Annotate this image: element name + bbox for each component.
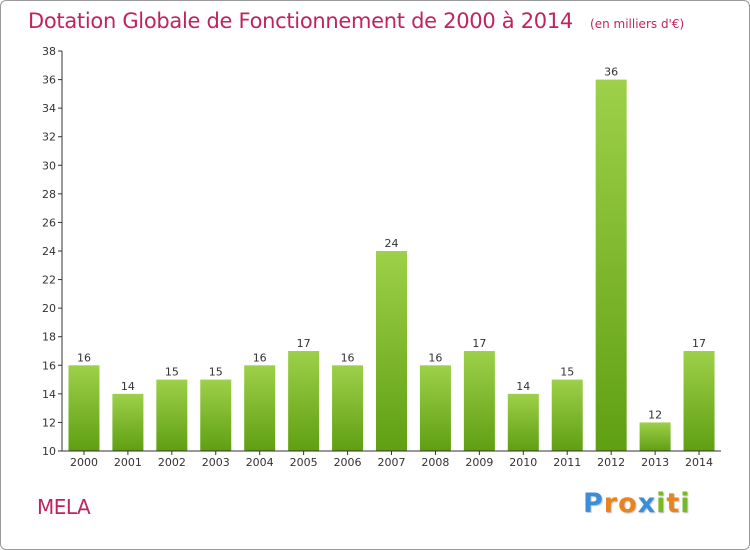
y-tick-label: 12 [42,416,56,429]
y-tick-label: 24 [42,245,56,258]
bar-2010 [507,393,539,451]
y-tick-label: 16 [42,359,56,372]
bar-2000 [68,365,100,451]
x-tick-label: 2008 [421,456,449,469]
bar-value-label: 16 [428,351,442,364]
x-tick-label: 2009 [465,456,493,469]
x-tick-label: 2014 [685,456,713,469]
x-tick-label: 2002 [158,456,186,469]
bar-2007 [376,251,407,451]
chart-header: Dotation Globale de Fonctionnement de 20… [28,9,684,33]
x-tick-label: 2010 [509,456,537,469]
logo-letter: t [666,488,681,519]
bar-value-label: 14 [121,380,135,393]
y-tick-label: 10 [42,445,56,458]
y-tick-label: 18 [42,331,56,344]
y-tick-label: 20 [42,302,56,315]
bar-2009 [463,351,495,451]
x-tick-label: 2007 [378,456,406,469]
bar-value-label: 17 [692,337,706,350]
y-tick-label: 36 [42,74,56,87]
bar-value-label: 15 [560,366,574,379]
y-tick-label: 38 [42,45,56,58]
bar-value-label: 16 [253,351,267,364]
bar-2003 [200,379,232,451]
y-tick-label: 32 [42,131,56,144]
x-tick-label: 2004 [246,456,274,469]
x-tick-label: 2005 [290,456,318,469]
chart-title: Dotation Globale de Fonctionnement de 20… [28,9,573,33]
y-tick-label: 34 [42,102,56,115]
bar-value-label: 16 [77,351,91,364]
y-tick-label: 28 [42,188,56,201]
commune-name: MELA [37,495,91,519]
bar-2001 [112,393,144,451]
bar-value-label: 14 [516,380,530,393]
bar-value-label: 16 [341,351,355,364]
logo-letter: r [603,488,619,519]
bar-2004 [244,365,276,451]
chart-unit-label: (en milliers d'€) [590,17,685,31]
x-tick-label: 2003 [202,456,230,469]
logo-letter: x [637,488,657,519]
bar-2014 [683,351,715,451]
bar-2013 [639,422,671,451]
bar-2008 [419,365,451,451]
proxiti-logo: Proxiti [583,488,691,519]
bar-value-label: 15 [209,366,223,379]
x-tick-label: 2012 [597,456,625,469]
y-tick-label: 14 [42,388,56,401]
bar-2006 [332,365,364,451]
y-tick-label: 30 [42,159,56,172]
bar-2005 [288,351,320,451]
x-tick-label: 2000 [70,456,98,469]
bar-value-label: 36 [604,66,618,79]
bar-value-label: 17 [472,337,486,350]
x-tick-label: 2013 [641,456,669,469]
logo-letter: i [656,488,667,519]
x-tick-label: 2006 [334,456,362,469]
bar-value-label: 15 [165,366,179,379]
x-tick-label: 2011 [553,456,581,469]
logo-letter: i [680,488,691,519]
logo-letter: o [618,488,638,519]
x-tick-label: 2001 [114,456,142,469]
logo-letter: P [583,488,604,519]
bar-value-label: 17 [297,337,311,350]
bar-2011 [551,379,583,451]
bar-value-label: 12 [648,408,662,421]
bar-2012 [595,79,627,452]
bar-value-label: 24 [385,237,399,250]
y-tick-label: 22 [42,274,56,287]
y-tick-label: 26 [42,216,56,229]
bar-2002 [156,379,188,451]
